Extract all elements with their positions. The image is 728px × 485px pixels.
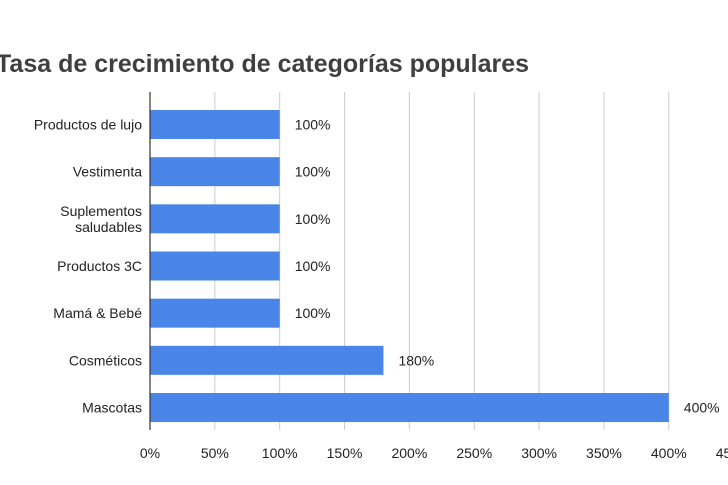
grid bbox=[214, 92, 670, 430]
x-tick-label: 450% bbox=[716, 445, 728, 461]
bar bbox=[150, 204, 280, 234]
data-label: 100% bbox=[295, 258, 331, 274]
data-label: 100% bbox=[295, 305, 331, 321]
category-label: Mascotas bbox=[82, 400, 142, 416]
data-labels: 100% 100% 100% 100% 100% 180% 400% bbox=[295, 117, 720, 416]
category-label: Vestimenta bbox=[73, 164, 142, 180]
category-labels: Productos de lujo Vestimenta Suplementos sa… bbox=[34, 117, 142, 416]
category-label: Cosméticos bbox=[69, 352, 142, 368]
bar bbox=[150, 110, 280, 139]
category-label: Suplementos saludables bbox=[60, 203, 142, 235]
x-tick-label: 250% bbox=[456, 445, 492, 461]
data-label: 400% bbox=[684, 400, 720, 416]
bar bbox=[150, 298, 280, 328]
category-label: Productos 3C bbox=[57, 258, 142, 274]
data-label: 100% bbox=[295, 117, 331, 133]
bar bbox=[150, 251, 280, 281]
x-tick-label: 50% bbox=[201, 445, 229, 461]
bar bbox=[150, 157, 280, 187]
x-tick-label: 350% bbox=[586, 445, 622, 461]
bars bbox=[150, 110, 669, 423]
x-tick-labels: 0% 50% 100% 150% 200% 250% 300% 350% 400% 450% bbox=[140, 445, 728, 461]
x-tick-label: 150% bbox=[327, 445, 363, 461]
x-tick-label: 100% bbox=[262, 445, 298, 461]
category-label: Productos de lujo bbox=[34, 117, 142, 133]
data-label: 100% bbox=[295, 164, 331, 180]
chart-title: Tasa de crecimiento de categorías popula… bbox=[0, 50, 529, 78]
data-label: 180% bbox=[398, 352, 434, 368]
x-tick-label: 200% bbox=[391, 445, 427, 461]
x-tick-label: 400% bbox=[651, 445, 687, 461]
category-label: Mamá & Bebé bbox=[53, 305, 142, 321]
bar bbox=[150, 393, 669, 423]
bar bbox=[150, 345, 384, 375]
x-tick-label: 0% bbox=[140, 445, 160, 461]
x-tick-label: 300% bbox=[521, 445, 557, 461]
data-label: 100% bbox=[295, 211, 331, 227]
